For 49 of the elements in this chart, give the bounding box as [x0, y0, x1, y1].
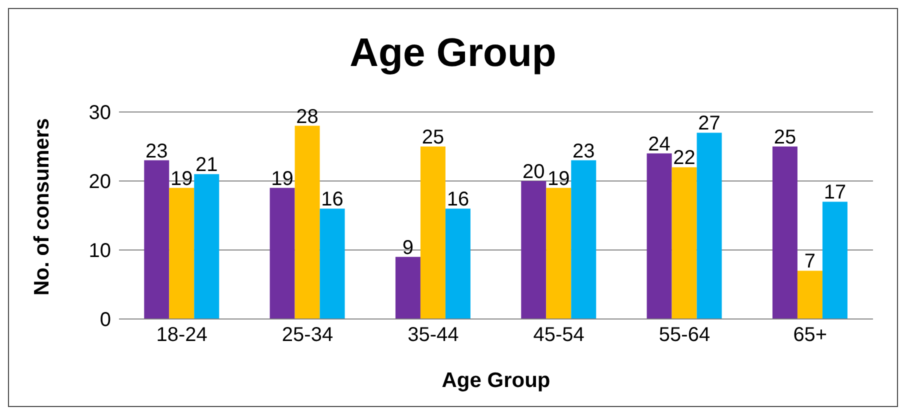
bar: [521, 181, 546, 319]
data-label: 17: [824, 182, 846, 204]
bar: [672, 167, 697, 319]
data-label: 16: [321, 188, 344, 211]
data-label: 16: [446, 188, 470, 211]
data-label: 9: [402, 236, 414, 259]
data-label: 25: [422, 126, 444, 148]
x-axis-title: Age Group: [442, 369, 550, 392]
data-label: 21: [196, 154, 218, 176]
chart-title: Age Group: [348, 31, 558, 76]
data-label: 23: [146, 140, 168, 162]
data-label: 7: [804, 250, 816, 273]
x-tick-label: 35-44: [408, 324, 459, 346]
bar: [420, 146, 446, 319]
y-tick-label: 20: [88, 171, 111, 194]
bar: [571, 160, 596, 319]
bar: [395, 256, 420, 319]
data-label: 25: [774, 126, 796, 148]
data-label: 22: [673, 147, 696, 170]
data-label: 27: [698, 112, 720, 135]
data-label: 23: [572, 140, 595, 162]
x-tick-label: 65+: [793, 324, 828, 346]
data-label: 24: [648, 133, 670, 156]
y-tick-label: 0: [100, 309, 111, 332]
bar: [696, 132, 722, 319]
bar: [320, 208, 345, 319]
y-axis-title: No. of consumers: [30, 118, 54, 296]
bar: [194, 174, 220, 319]
data-label: 19: [271, 168, 294, 190]
bar: [822, 202, 848, 319]
data-label: 28: [296, 106, 318, 128]
bar: [294, 126, 320, 319]
x-tick-label: 18-24: [156, 324, 208, 346]
bar: [445, 208, 470, 319]
bar: [797, 270, 822, 319]
data-label: 19: [548, 168, 570, 190]
x-tick-label: 55-64: [658, 324, 710, 346]
bar: [546, 188, 572, 319]
x-tick-label: 25-34: [282, 324, 334, 346]
y-tick-label: 30: [88, 102, 111, 124]
bar: [772, 146, 798, 319]
bar: [169, 188, 194, 319]
data-label: 19: [170, 168, 193, 190]
x-tick-label: 45-54: [533, 324, 584, 346]
bar: [144, 160, 170, 319]
data-label: 20: [522, 161, 545, 183]
bar: [270, 188, 295, 319]
y-tick-label: 10: [88, 240, 111, 262]
bar: [646, 153, 672, 319]
